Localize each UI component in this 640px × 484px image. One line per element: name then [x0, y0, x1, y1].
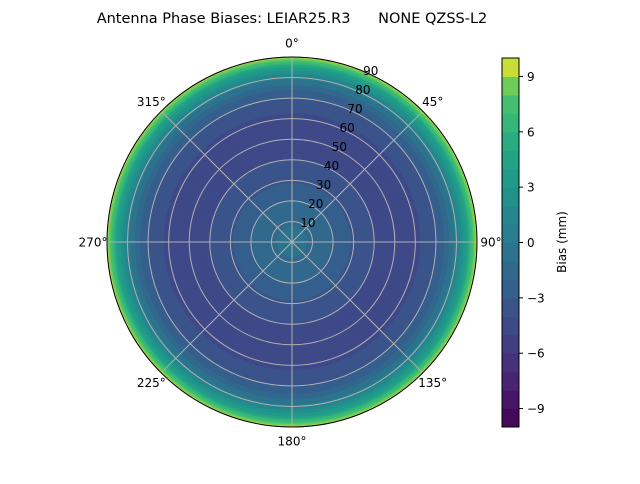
radial-tick-label: 40 — [324, 159, 339, 173]
colorbar-tick-label: −3 — [527, 291, 545, 305]
radial-tick-label: 80 — [355, 83, 370, 97]
colorbar-band — [502, 94, 519, 114]
angular-tick-label: 180° — [278, 435, 307, 449]
radial-tick-label: 50 — [332, 140, 347, 154]
colorbar-tick-label: −6 — [527, 347, 545, 361]
colorbar-band — [502, 187, 519, 207]
radial-tick-labels: 10 20 30 40 50 60 70 80 90 — [300, 64, 378, 230]
angular-tick-label: 45° — [422, 95, 443, 109]
colorbar-band — [502, 113, 519, 133]
radial-tick-label: 70 — [347, 102, 362, 116]
radial-tick-label: 90 — [363, 64, 378, 78]
angular-tick-label: 135° — [418, 376, 447, 390]
radial-tick-label: 10 — [300, 216, 315, 230]
angular-tick-labels: 0° 45° 90° 135° 180° 225° 270° 315° — [79, 37, 502, 449]
colorbar-tick-label: −9 — [527, 402, 545, 416]
colorbar-tick-label: 0 — [527, 236, 535, 250]
colorbar — [501, 57, 520, 428]
angular-tick-label: 225° — [137, 376, 166, 390]
colorbar-band — [502, 242, 519, 262]
colorbar-band — [502, 297, 519, 317]
colorbar-tick-label: 3 — [527, 181, 535, 195]
colorbar-band — [502, 260, 519, 280]
angular-gridline — [291, 110, 424, 243]
colorbar-band — [502, 408, 519, 428]
angular-gridline — [160, 241, 293, 374]
colorbar-band — [502, 131, 519, 151]
polar-grid — [106, 56, 478, 428]
colorbar-band — [502, 150, 519, 170]
polar-frame — [106, 56, 478, 428]
chart-title: Antenna Phase Biases: LEIAR25.R3 NONE QZ… — [97, 11, 488, 27]
colorbar-band — [502, 316, 519, 336]
colorbar-band — [502, 353, 519, 373]
colorbar-tick-label: 9 — [527, 70, 535, 84]
angular-tick-label: 315° — [137, 95, 166, 109]
colorbar-label: Bias (mm) — [555, 211, 569, 273]
colorbar-band — [502, 58, 519, 77]
angular-tick-label: 90° — [480, 236, 501, 250]
angular-tick-label: 270° — [79, 236, 108, 250]
radial-tick-label: 30 — [316, 178, 331, 192]
colorbar-tick-label: 6 — [527, 125, 535, 139]
angular-gridline — [291, 241, 424, 374]
colorbar-band — [502, 334, 519, 354]
colorbar-band — [502, 205, 519, 225]
colorbar-ticks: −9 −6 −3 0 3 6 9 — [519, 70, 545, 416]
colorbar-band — [502, 390, 519, 410]
colorbar-band — [502, 224, 519, 243]
colorbar-band — [502, 279, 519, 299]
radial-tick-label: 60 — [340, 121, 355, 135]
angular-tick-label: 0° — [285, 37, 299, 51]
colorbar-band — [502, 168, 519, 188]
colorbar-band — [502, 371, 519, 391]
radial-tick-label: 20 — [308, 197, 323, 211]
angular-gridline — [160, 110, 293, 243]
colorbar-band — [502, 76, 519, 96]
